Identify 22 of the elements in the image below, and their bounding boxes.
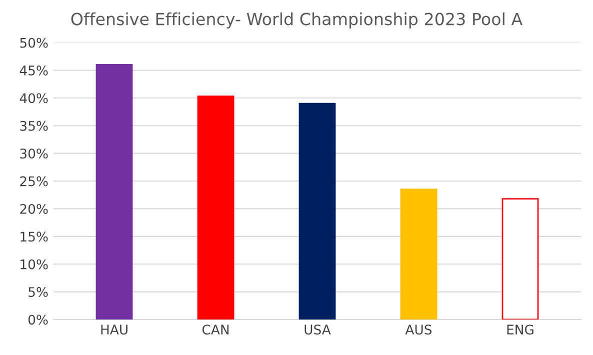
x-tick-label: ENG: [507, 324, 534, 335]
bar: [96, 64, 133, 320]
y-tick-label: 20%: [20, 204, 48, 214]
y-tick-label: 45%: [20, 66, 48, 76]
bar: [400, 188, 438, 320]
bar: [502, 198, 539, 320]
y-tick-label: 15%: [20, 232, 48, 242]
bar: [197, 96, 234, 320]
x-tick-label: USA: [304, 324, 331, 335]
x-tick-label: HAU: [101, 324, 128, 335]
y-tick-label: 35%: [20, 120, 48, 131]
y-tick-label: 25%: [20, 176, 48, 186]
chart-title: Offensive Efficiency- World Championship 2023 Pool A: [71, 12, 522, 29]
y-tick-label: 50%: [20, 38, 48, 48]
bar: [298, 102, 336, 320]
x-tick-label: AUS: [405, 324, 432, 335]
y-tick-label: 10%: [20, 259, 48, 270]
y-tick-label: 5%: [28, 287, 48, 298]
x-tick-label: CAN: [202, 324, 229, 335]
y-tick-label: 0%: [28, 314, 48, 325]
y-tick-label: 40%: [20, 93, 48, 104]
y-tick-label: 30%: [20, 148, 48, 159]
